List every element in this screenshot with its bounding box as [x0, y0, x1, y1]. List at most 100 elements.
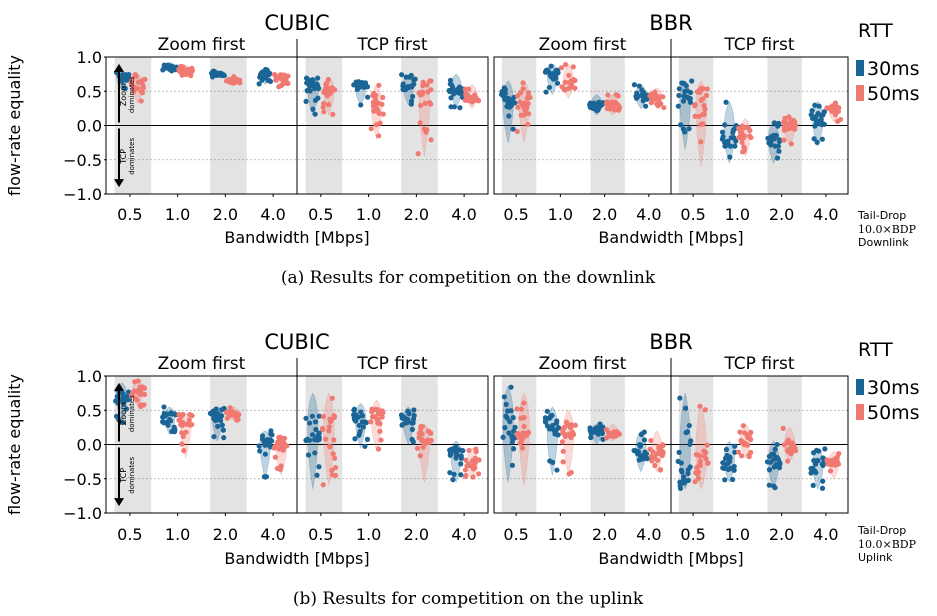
arrow-down-label: dominates	[128, 138, 136, 175]
data-point-30ms-4.0	[635, 93, 642, 99]
data-point-50ms-2.0	[417, 120, 423, 126]
data-point-50ms-0.5	[136, 387, 142, 393]
data-point-30ms-4.0	[822, 446, 828, 452]
data-point-50ms-0.5	[323, 436, 329, 442]
data-point-30ms-4.0	[819, 136, 825, 142]
data-point-50ms-1.0	[559, 439, 565, 445]
data-point-30ms-2.0	[411, 81, 417, 87]
data-point-30ms-4.0	[268, 428, 274, 434]
data-point-50ms-0.5	[698, 97, 704, 104]
data-point-50ms-2.0	[428, 137, 434, 143]
data-point-30ms-4.0	[452, 449, 459, 455]
data-point-50ms-1.0	[570, 76, 577, 83]
data-point-50ms-0.5	[330, 451, 336, 457]
panel-title: TCP first	[356, 354, 427, 374]
data-point-30ms-0.5	[510, 415, 516, 421]
data-point-50ms-2.0	[605, 92, 611, 98]
data-point-30ms-4.0	[263, 71, 269, 78]
data-point-30ms-2.0	[770, 457, 776, 463]
data-point-30ms-0.5	[687, 441, 693, 447]
data-point-30ms-4.0	[818, 118, 824, 124]
data-point-50ms-0.5	[521, 423, 527, 430]
data-point-50ms-2.0	[788, 441, 794, 447]
data-point-50ms-4.0	[466, 447, 472, 454]
data-point-30ms-1.0	[364, 436, 371, 443]
data-point-30ms-0.5	[681, 92, 688, 99]
data-point-30ms-4.0	[257, 448, 263, 454]
data-point-30ms-0.5	[689, 78, 695, 84]
data-point-30ms-2.0	[409, 426, 415, 432]
data-point-50ms-0.5	[320, 426, 326, 433]
x-tick-label: 2.0	[213, 525, 238, 544]
data-point-30ms-4.0	[267, 437, 273, 444]
data-point-50ms-4.0	[658, 101, 664, 107]
data-point-50ms-0.5	[692, 113, 698, 119]
data-point-50ms-2.0	[416, 430, 422, 437]
data-point-50ms-1.0	[558, 65, 565, 71]
data-point-50ms-0.5	[692, 479, 698, 485]
data-point-50ms-0.5	[131, 388, 137, 394]
group-title: CUBIC	[264, 330, 329, 354]
arrow-up-head	[114, 382, 124, 391]
data-point-50ms-0.5	[518, 112, 524, 118]
data-point-30ms-1.0	[719, 129, 726, 135]
data-point-50ms-4.0	[271, 445, 277, 451]
axes-frame	[105, 56, 489, 195]
data-point-30ms-4.0	[262, 451, 268, 457]
data-point-30ms-2.0	[411, 412, 417, 419]
data-point-30ms-0.5	[687, 99, 694, 105]
data-point-30ms-2.0	[766, 482, 772, 488]
x-tick-label: 2.0	[213, 205, 238, 224]
data-point-50ms-1.0	[738, 453, 745, 459]
data-point-30ms-2.0	[776, 120, 782, 127]
data-point-30ms-0.5	[512, 424, 518, 430]
data-point-30ms-0.5	[509, 462, 515, 468]
data-point-50ms-4.0	[475, 97, 481, 103]
data-point-50ms-1.0	[741, 133, 747, 139]
data-point-50ms-2.0	[421, 126, 428, 132]
data-point-30ms-4.0	[458, 472, 464, 478]
data-point-30ms-4.0	[453, 444, 459, 450]
chart-downlink: flow-rate equality −1.0 −0.5 0.0 0.5 1.0 CUBIC…	[5, 11, 920, 288]
data-point-30ms-0.5	[305, 80, 311, 86]
data-point-30ms-0.5	[316, 413, 322, 419]
x-tick-label: 1.0	[725, 205, 750, 224]
data-point-30ms-1.0	[363, 420, 369, 426]
data-point-30ms-2.0	[410, 439, 416, 445]
data-point-50ms-1.0	[370, 103, 376, 109]
data-point-50ms-2.0	[415, 151, 421, 157]
data-point-50ms-0.5	[517, 90, 524, 96]
data-point-30ms-1.0	[160, 414, 166, 420]
data-point-30ms-4.0	[269, 432, 275, 438]
data-point-50ms-4.0	[475, 471, 482, 477]
data-point-30ms-4.0	[813, 118, 820, 124]
arrow-up-label: dominates	[128, 76, 136, 113]
data-point-30ms-0.5	[675, 103, 681, 109]
data-point-50ms-1.0	[183, 429, 189, 435]
data-point-30ms-0.5	[680, 476, 687, 482]
data-point-50ms-4.0	[837, 116, 844, 123]
data-point-30ms-2.0	[399, 72, 405, 78]
data-point-50ms-1.0	[368, 126, 374, 132]
data-point-50ms-0.5	[320, 482, 326, 488]
chart-uplink: flow-rate equality −1.0 −0.5 0.0 0.5 1.0 CUBIC…	[5, 330, 920, 609]
data-point-50ms-0.5	[327, 444, 333, 450]
data-point-30ms-2.0	[405, 85, 411, 91]
data-point-30ms-1.0	[554, 467, 560, 473]
data-point-30ms-2.0	[775, 143, 782, 149]
data-point-50ms-2.0	[427, 78, 433, 84]
data-point-50ms-4.0	[470, 466, 477, 472]
data-point-50ms-1.0	[560, 459, 566, 465]
legend-entry: 50ms	[867, 402, 920, 424]
data-point-50ms-2.0	[418, 425, 424, 431]
data-point-30ms-1.0	[548, 63, 554, 69]
data-point-30ms-1.0	[550, 426, 556, 432]
data-point-50ms-2.0	[604, 99, 610, 106]
data-point-30ms-1.0	[358, 409, 364, 415]
data-point-50ms-4.0	[463, 91, 469, 97]
data-point-30ms-4.0	[812, 102, 818, 108]
data-point-30ms-0.5	[510, 446, 517, 452]
data-point-30ms-1.0	[543, 67, 549, 74]
data-point-50ms-4.0	[462, 467, 468, 473]
data-point-50ms-1.0	[568, 469, 574, 476]
